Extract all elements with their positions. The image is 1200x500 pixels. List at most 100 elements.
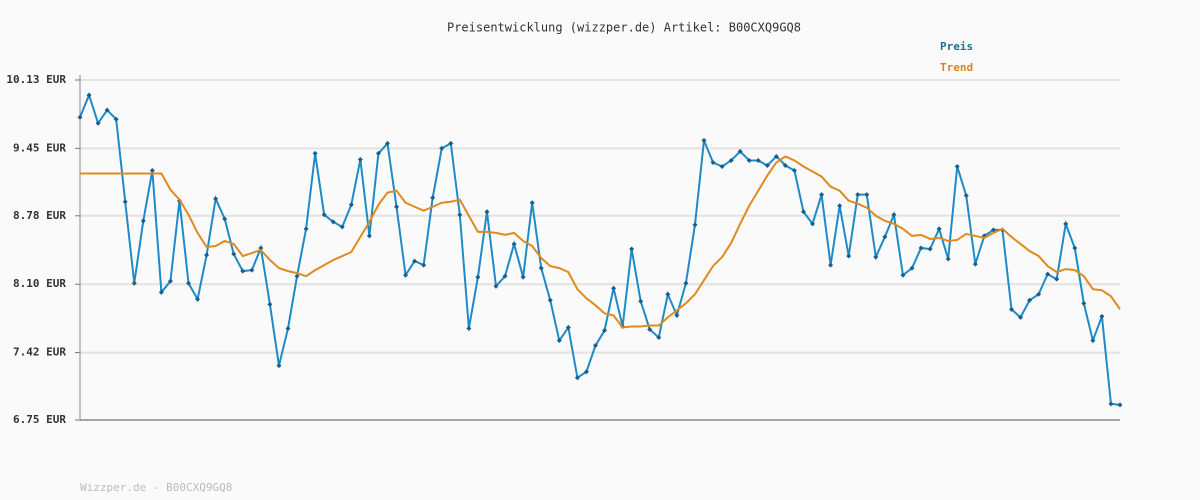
point-marker xyxy=(140,218,146,224)
point-marker xyxy=(1099,313,1105,319)
point-marker xyxy=(611,285,617,291)
y-tick-label: 6.75 EUR xyxy=(13,413,66,426)
point-marker xyxy=(927,246,933,252)
point-marker xyxy=(267,301,273,307)
point-marker xyxy=(502,273,508,279)
point-marker xyxy=(656,335,662,341)
point-marker xyxy=(819,192,825,198)
point-marker xyxy=(113,116,119,122)
point-marker xyxy=(258,245,264,251)
point-marker xyxy=(276,363,282,369)
series-line xyxy=(79,92,1121,406)
point-marker xyxy=(529,200,535,206)
point-marker xyxy=(764,163,770,169)
point-marker xyxy=(755,157,761,163)
point-marker xyxy=(412,258,418,264)
point-marker xyxy=(574,375,580,381)
point-marker xyxy=(375,150,381,156)
point-marker xyxy=(520,274,526,280)
point-marker xyxy=(167,278,173,284)
point-marker xyxy=(1036,291,1042,297)
point-marker xyxy=(728,157,734,163)
point-marker xyxy=(403,272,409,278)
point-marker xyxy=(1027,297,1033,303)
point-marker xyxy=(1072,245,1078,251)
point-marker xyxy=(475,274,481,280)
point-marker xyxy=(846,253,852,259)
point-marker xyxy=(602,327,608,333)
point-marker xyxy=(1108,401,1114,407)
point-marker xyxy=(204,252,210,258)
point-marker xyxy=(782,163,788,169)
point-marker xyxy=(629,246,635,252)
point-marker xyxy=(77,114,83,120)
point-marker xyxy=(692,222,698,228)
point-marker xyxy=(231,251,237,257)
point-marker xyxy=(321,212,327,218)
point-marker xyxy=(963,193,969,199)
point-marker xyxy=(240,268,246,274)
point-marker xyxy=(511,241,517,247)
point-marker xyxy=(810,221,816,227)
point-marker xyxy=(285,325,291,331)
point-marker xyxy=(158,289,164,295)
point-marker xyxy=(583,369,589,375)
point-marker xyxy=(918,245,924,251)
point-marker xyxy=(665,291,671,297)
chart-title: Preisentwicklung (wizzper.de) Artikel: B… xyxy=(447,21,801,35)
point-marker xyxy=(303,226,309,232)
point-marker xyxy=(547,297,553,303)
point-marker xyxy=(683,280,689,286)
point-marker xyxy=(195,296,201,302)
point-marker xyxy=(891,212,897,218)
point-marker xyxy=(773,153,779,159)
point-marker xyxy=(882,234,888,240)
point-marker xyxy=(592,343,598,349)
point-marker xyxy=(737,148,743,154)
point-marker xyxy=(954,164,960,170)
point-marker xyxy=(104,107,110,113)
point-marker xyxy=(312,150,318,156)
point-marker xyxy=(909,265,915,271)
point-marker xyxy=(864,192,870,198)
point-marker xyxy=(213,196,219,202)
point-marker xyxy=(900,272,906,278)
point-marker xyxy=(837,203,843,209)
point-marker xyxy=(149,168,155,174)
point-marker xyxy=(647,326,653,332)
point-marker xyxy=(1054,276,1060,282)
point-marker xyxy=(936,226,942,232)
point-marker xyxy=(1117,402,1123,408)
point-marker xyxy=(1090,338,1096,344)
point-marker xyxy=(855,192,861,198)
y-tick-label: 7.42 EUR xyxy=(13,346,66,359)
point-marker xyxy=(873,254,879,260)
point-marker xyxy=(828,262,834,268)
point-marker xyxy=(990,227,996,233)
y-tick-label: 8.10 EUR xyxy=(13,277,66,290)
point-marker xyxy=(249,267,255,273)
point-marker xyxy=(457,212,463,218)
point-marker xyxy=(800,209,806,215)
point-marker xyxy=(701,137,707,143)
point-marker xyxy=(538,265,544,271)
point-marker xyxy=(565,324,571,330)
point-marker xyxy=(294,273,300,279)
point-marker xyxy=(384,140,390,146)
point-marker xyxy=(719,164,725,170)
footer: Wizzper.de - B00CXQ9GQ8 xyxy=(80,481,232,494)
point-marker xyxy=(366,233,372,239)
legend-label: Trend xyxy=(940,61,973,74)
legend-label: Preis xyxy=(940,40,973,53)
point-marker xyxy=(131,280,137,286)
y-tick-label: 8.78 EUR xyxy=(13,209,66,222)
point-marker xyxy=(1063,221,1069,227)
point-marker xyxy=(674,312,680,318)
point-marker xyxy=(95,120,101,126)
point-marker xyxy=(222,216,228,222)
series-line xyxy=(80,155,1121,329)
point-marker xyxy=(357,156,363,162)
